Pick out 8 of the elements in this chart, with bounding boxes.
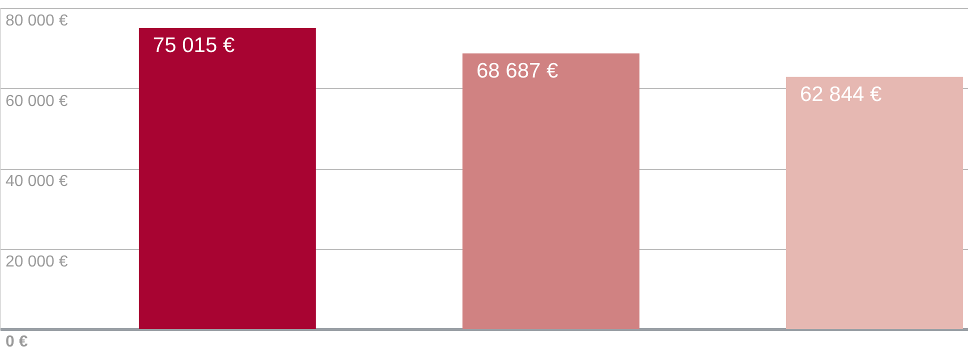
data-label: 68 687 € <box>476 59 559 82</box>
y-tick-label: 20 000 € <box>6 253 68 270</box>
y-tick-label: 60 000 € <box>6 92 68 110</box>
y-tick-label: 0 € <box>6 334 28 350</box>
data-label: 62 844 € <box>800 82 882 106</box>
y-tick-label: 80 000 € <box>6 12 68 30</box>
data-label: 75 015 € <box>152 34 235 57</box>
y-tick-label: 40 000 € <box>6 173 68 190</box>
